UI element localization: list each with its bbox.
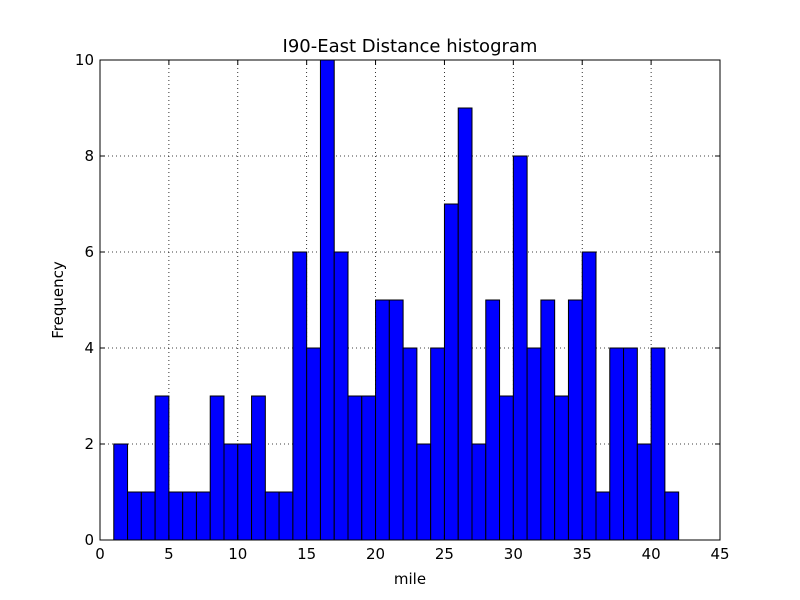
histogram-bar (623, 347, 638, 541)
ticks (99, 59, 721, 541)
x-axis-label: mile (394, 570, 426, 588)
histogram-bar (333, 251, 349, 541)
histogram-bar (306, 347, 321, 541)
plot-frame (99, 59, 721, 541)
histogram-bar (127, 491, 142, 541)
histogram-bar (319, 59, 335, 541)
histogram-bar (485, 299, 501, 541)
histogram-bar (264, 491, 280, 541)
histogram-bar (140, 491, 156, 541)
histogram-bar (361, 395, 377, 541)
histogram-bar (223, 443, 239, 541)
histogram-bar (347, 395, 363, 541)
histogram-bar (471, 443, 487, 541)
histogram-bar (168, 491, 184, 541)
histogram-bar (554, 395, 569, 541)
y-axis-label: Frequency (49, 261, 67, 339)
x-tick-label: 0 (95, 545, 105, 563)
histogram-bar (636, 443, 652, 541)
histogram-bar (595, 491, 611, 541)
histogram-bar (609, 347, 625, 541)
x-tick-label: 20 (366, 545, 385, 563)
histogram-bar (237, 443, 253, 541)
histogram-bar (375, 299, 390, 541)
histogram-bar (499, 395, 514, 541)
x-tick-label: 35 (573, 545, 592, 563)
histogram-bar (457, 107, 473, 541)
y-tick-label: 0 (84, 531, 94, 549)
histogram-bar (182, 491, 197, 541)
chart-title: I90-East Distance histogram (283, 36, 538, 57)
x-tick-label: 15 (297, 545, 316, 563)
histogram-bar (567, 299, 583, 541)
y-tick-label: 10 (75, 51, 94, 69)
histogram-bar (416, 443, 432, 541)
histogram-bar (430, 347, 445, 541)
bars (113, 59, 680, 541)
histogram-bar (113, 443, 129, 541)
x-tick-label: 30 (504, 545, 523, 563)
histogram-bar (154, 395, 170, 541)
x-tick-label: 40 (642, 545, 661, 563)
histogram-bar (581, 251, 597, 541)
histogram-bar (278, 491, 294, 541)
x-tick-label: 45 (710, 545, 729, 563)
y-tick-label: 8 (84, 147, 94, 165)
y-tick-label: 4 (84, 339, 94, 357)
x-tick-label: 5 (164, 545, 174, 563)
histogram-bar (664, 491, 680, 541)
histogram-bar (388, 299, 404, 541)
histogram-bar (540, 299, 556, 541)
histogram-bar (512, 155, 528, 541)
x-tick-label: 25 (435, 545, 454, 563)
histogram-bar (443, 203, 459, 541)
histogram-bar (526, 347, 542, 541)
x-tick-label: 10 (228, 545, 247, 563)
y-tick-label: 6 (84, 243, 94, 261)
histogram-bar (209, 395, 225, 541)
y-tick-labels: 0 2 4 6 8 10 (75, 51, 94, 549)
histogram-bar (195, 491, 211, 541)
histogram-bar (402, 347, 418, 541)
histogram-bar (650, 347, 666, 541)
histogram-bar (251, 395, 266, 541)
histogram-bar (292, 251, 308, 541)
x-tick-labels: 0 5 10 15 20 25 30 35 40 45 (95, 545, 729, 563)
y-tick-label: 2 (84, 435, 94, 453)
